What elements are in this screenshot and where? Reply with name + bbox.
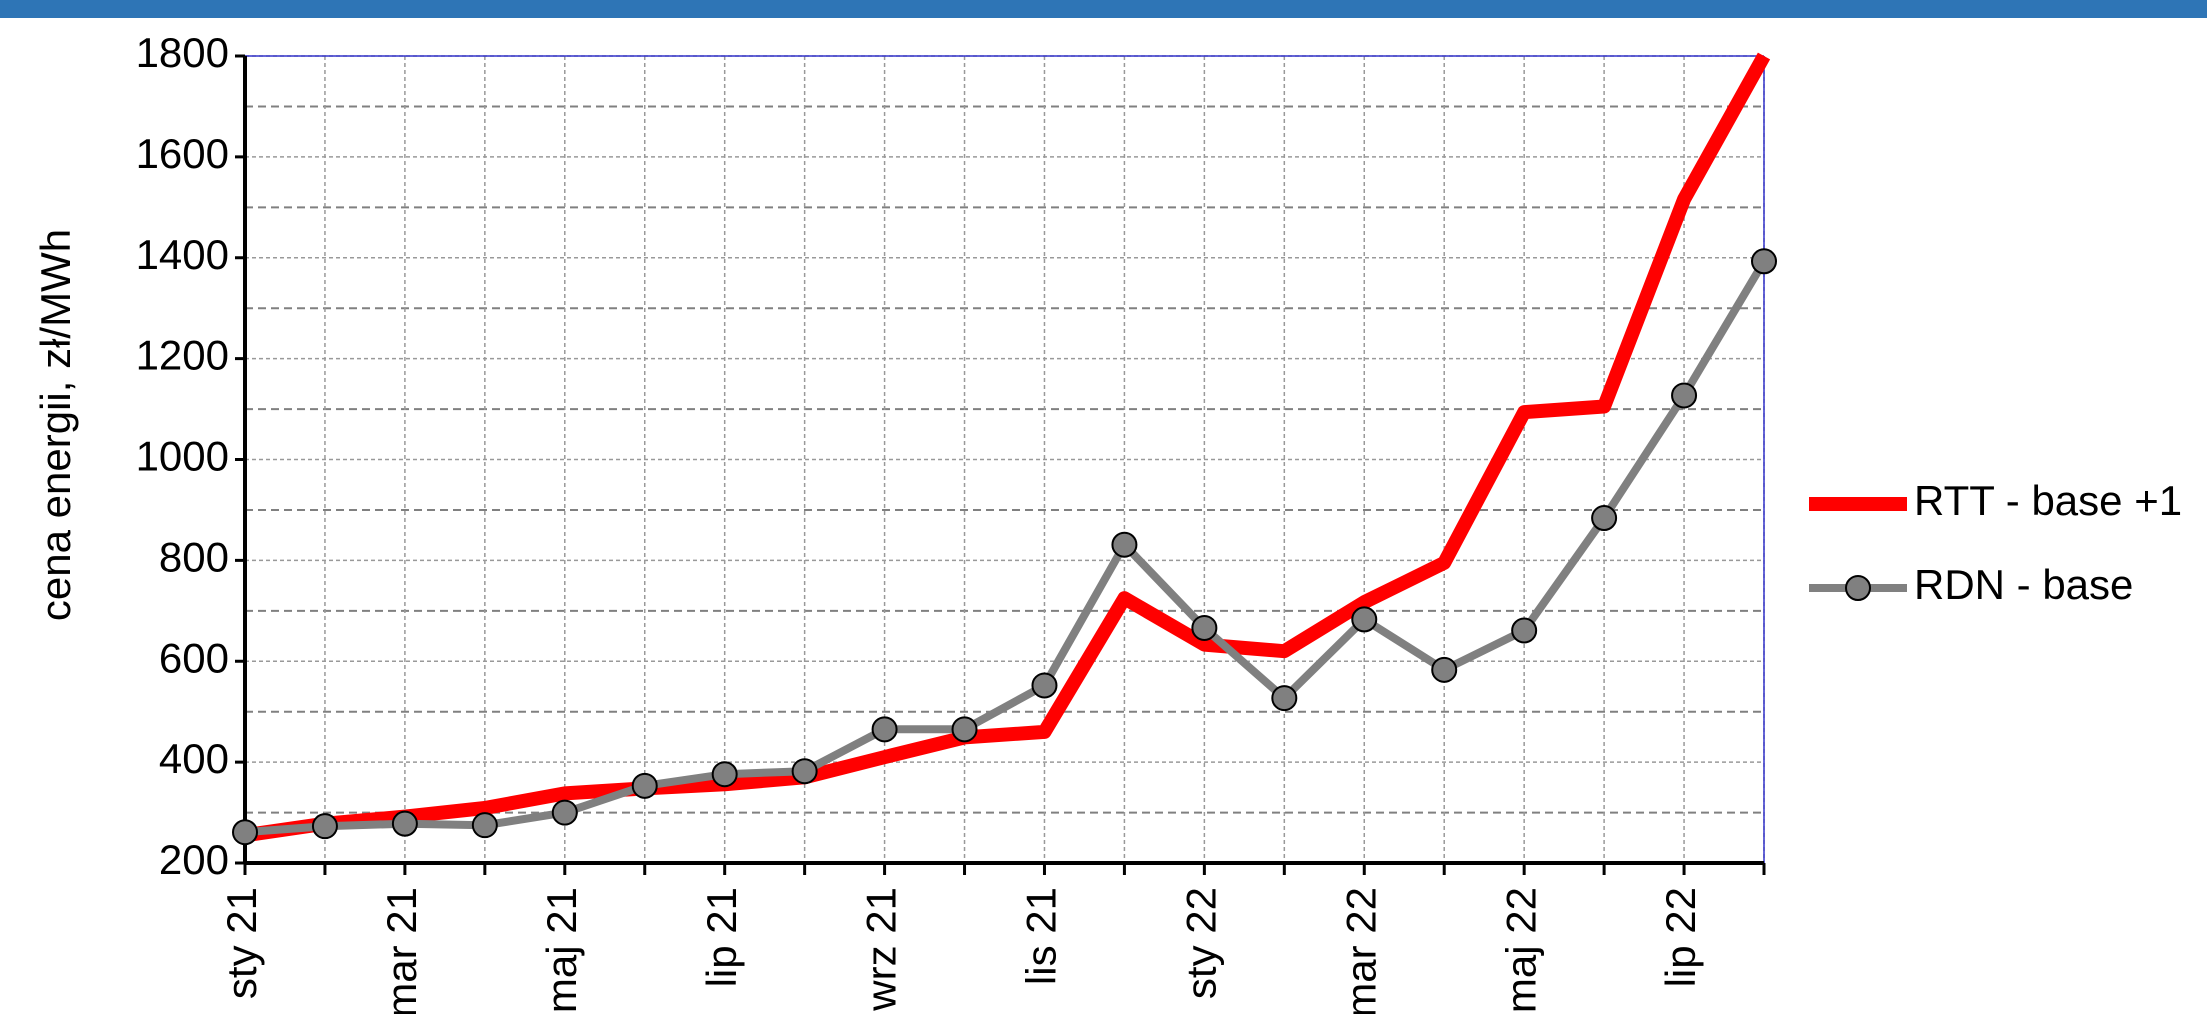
marker: [1111, 531, 1138, 558]
marker: [791, 758, 818, 785]
series-line: [244, 259, 1768, 837]
y-tick-label: 1400: [136, 231, 229, 278]
y-tick-label: 800: [159, 533, 229, 580]
x-tick-label: mar 21: [378, 887, 425, 1014]
legend-label: RDN - base: [1914, 561, 2133, 608]
x-tick-label: maj 22: [1497, 887, 1544, 1013]
marker: [1351, 606, 1378, 633]
y-tick-label: 1600: [136, 130, 229, 177]
marker: [1191, 614, 1218, 641]
marker: [471, 812, 498, 839]
x-tick-label: mar 22: [1337, 887, 1384, 1014]
x-tick-label: lis 21: [1018, 887, 1065, 985]
legend-marker: [1845, 575, 1871, 601]
y-tick-label: 1000: [136, 433, 229, 480]
marker: [1591, 505, 1618, 532]
y-tick-label: 1200: [136, 332, 229, 379]
x-tick-label: sty 22: [1177, 887, 1224, 999]
y-tick-label: 600: [159, 634, 229, 681]
marker: [1431, 656, 1458, 683]
marker: [711, 761, 738, 788]
y-tick-label: 400: [159, 735, 229, 782]
marker: [871, 716, 898, 743]
marker: [551, 799, 578, 826]
marker: [1511, 617, 1538, 644]
marker: [1031, 672, 1058, 699]
y-tick-label: 1800: [136, 29, 229, 76]
marker: [391, 810, 418, 837]
y-tick-label: 200: [159, 836, 229, 883]
title-bar: [0, 0, 2207, 18]
x-tick-label: maj 21: [538, 887, 585, 1013]
y-axis-label: cena energii, zł/MWh: [32, 229, 79, 621]
marker: [311, 813, 338, 840]
x-tick-label: lip 21: [698, 887, 745, 987]
marker: [1671, 382, 1698, 409]
marker: [951, 716, 978, 743]
x-tick-label: sty 21: [218, 887, 265, 999]
legend-label: RTT - base +1: [1914, 477, 2182, 524]
marker: [631, 772, 658, 799]
marker: [1751, 248, 1777, 275]
marker: [232, 819, 258, 846]
series-line: [243, 52, 1771, 843]
marker: [1271, 685, 1298, 712]
x-tick-label: wrz 21: [858, 887, 905, 1012]
x-tick-label: lip 22: [1657, 887, 1704, 987]
